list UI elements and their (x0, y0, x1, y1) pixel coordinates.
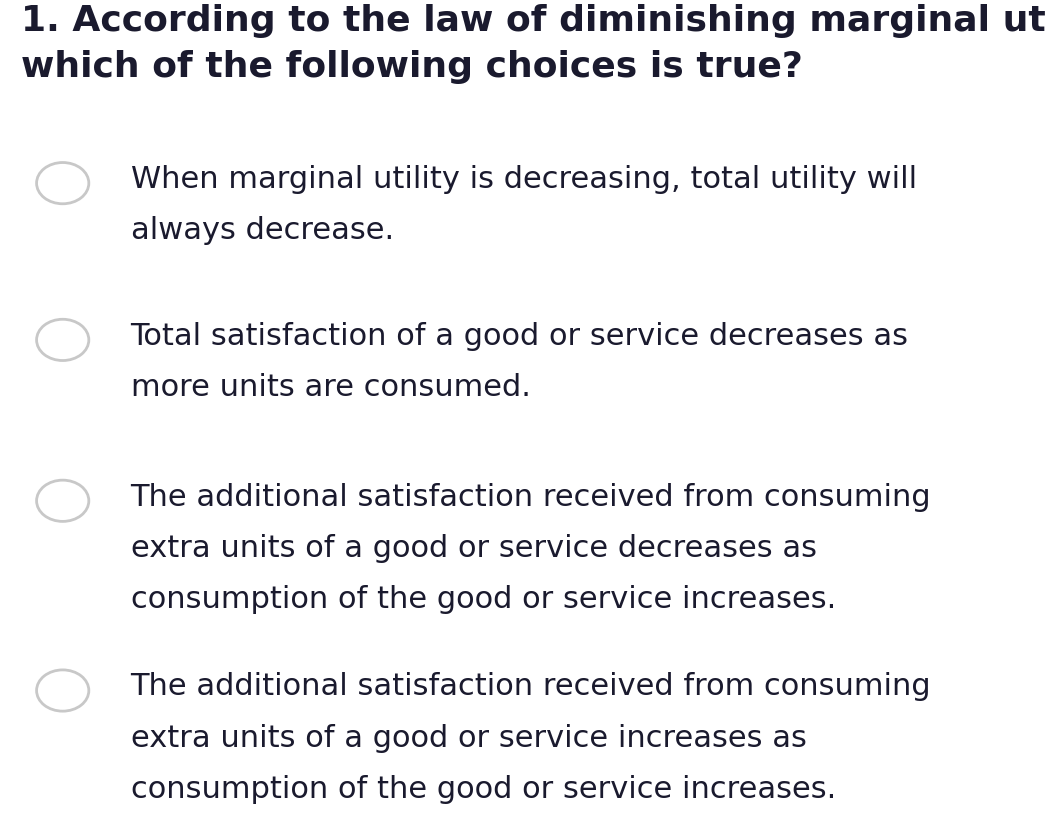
Text: always decrease.: always decrease. (131, 216, 394, 245)
Text: extra units of a good or service decreases as: extra units of a good or service decreas… (131, 534, 816, 563)
Text: The additional satisfaction received from consuming: The additional satisfaction received fro… (131, 672, 931, 701)
Text: consumption of the good or service increases.: consumption of the good or service incre… (131, 585, 836, 614)
Text: extra units of a good or service increases as: extra units of a good or service increas… (131, 724, 807, 752)
Circle shape (37, 163, 89, 204)
Circle shape (37, 670, 89, 711)
Text: consumption of the good or service increases.: consumption of the good or service incre… (131, 775, 836, 804)
Text: The additional satisfaction received from consuming: The additional satisfaction received fro… (131, 483, 931, 511)
Circle shape (37, 319, 89, 361)
Text: more units are consumed.: more units are consumed. (131, 373, 531, 402)
Text: 1. According to the law of diminishing marginal utility,: 1. According to the law of diminishing m… (21, 4, 1045, 38)
Circle shape (37, 480, 89, 521)
Text: When marginal utility is decreasing, total utility will: When marginal utility is decreasing, tot… (131, 165, 916, 194)
Text: which of the following choices is true?: which of the following choices is true? (21, 50, 803, 83)
Text: Total satisfaction of a good or service decreases as: Total satisfaction of a good or service … (131, 322, 908, 351)
